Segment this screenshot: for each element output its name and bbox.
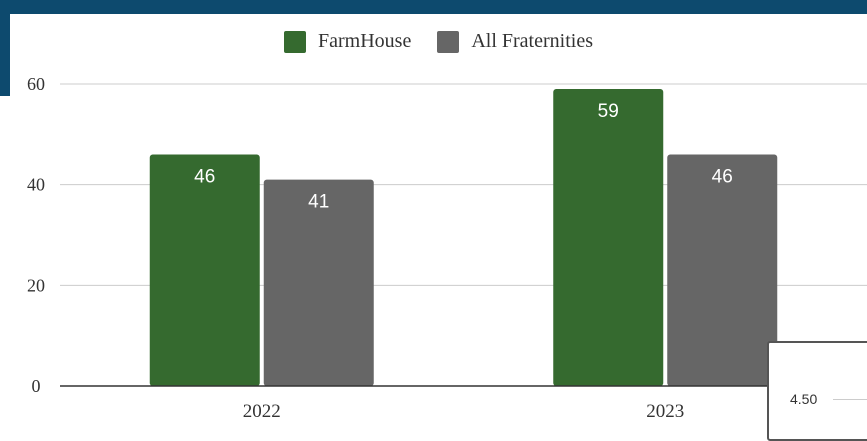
bar-2023-0 [553, 89, 664, 387]
legend-item-all-fraternities[interactable]: All Fraternities [437, 30, 593, 53]
legend: FarmHouse All Fraternities [10, 30, 867, 53]
bar-chart-plot: 0 20 40 60 46 41 2022 59 46 2023 [27, 74, 867, 422]
y-tick-label-60: 60 [27, 74, 45, 94]
y-tick-label-20: 20 [27, 275, 45, 295]
legend-swatch-all-fraternities [437, 30, 460, 53]
data-label-2022-0: 46 [194, 166, 215, 187]
y-tick-label-40: 40 [27, 175, 45, 195]
inset-tick-label: 4.50 [790, 391, 818, 407]
bar-2022-1 [263, 179, 374, 386]
data-label-2023-0: 59 [598, 101, 619, 122]
x-tick-label-2023: 2023 [646, 401, 684, 422]
inset-gridline [833, 399, 867, 400]
bar-2023-1 [667, 154, 778, 386]
legend-swatch-farmhouse [284, 30, 307, 53]
chart-card: FarmHouse All Fraternities 0 20 40 60 46 41 20… [10, 14, 867, 428]
data-label-2022-1: 41 [308, 192, 329, 213]
legend-item-farmhouse[interactable]: FarmHouse [284, 30, 411, 53]
bar-2022-0 [149, 154, 260, 386]
data-label-2023-1: 46 [712, 166, 733, 187]
x-tick-label-2022: 2022 [243, 401, 281, 422]
inset-chart-fragment: 4.50 [767, 341, 867, 441]
legend-label-all-fraternities: All Fraternities [471, 30, 593, 52]
y-tick-label-0: 0 [32, 376, 41, 396]
legend-label-farmhouse: FarmHouse [318, 30, 412, 52]
